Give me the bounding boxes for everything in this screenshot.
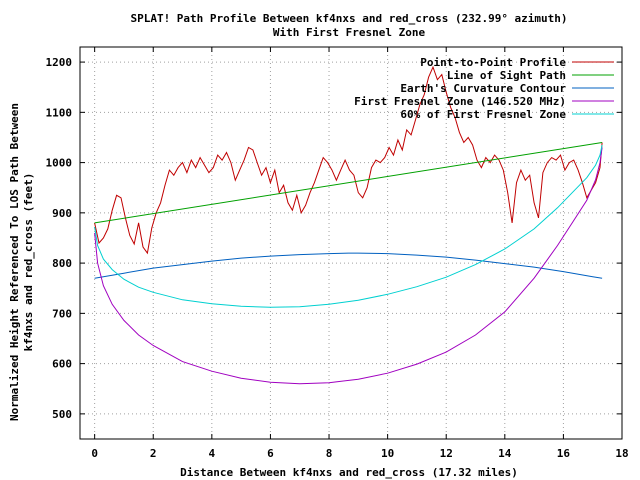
x-tick-label: 14 — [498, 447, 512, 460]
x-tick-label: 10 — [381, 447, 394, 460]
y-tick-label: 1200 — [46, 56, 73, 69]
legend-label: Line of Sight Path — [447, 69, 566, 82]
x-tick-label: 16 — [557, 447, 571, 460]
x-tick-label: 2 — [150, 447, 157, 460]
x-tick-label: 4 — [209, 447, 216, 460]
y-tick-label: 500 — [52, 408, 72, 421]
chart-title-line-2: With First Fresnel Zone — [273, 26, 426, 39]
series-line-60-of-first-fresnel-zone — [94, 144, 603, 308]
series-line-first-fresnel-zone-146-520-mhz — [94, 147, 603, 385]
x-tick-label: 12 — [440, 447, 453, 460]
plot-frame — [79, 46, 623, 440]
legend-label: Point-to-Point Profile — [420, 56, 566, 69]
y-tick-label: 1100 — [46, 106, 73, 119]
y-axis-label-line-1: Normalized Height Referenced To LOS Path… — [8, 103, 21, 421]
series — [94, 65, 603, 385]
chart-title-line-1: SPLAT! Path Profile Between kf4nxs and r… — [130, 12, 567, 25]
legend-label: Earth's Curvature Contour — [400, 82, 566, 95]
legend-label: First Fresnel Zone (146.520 MHz) — [354, 95, 566, 108]
x-tick-label: 0 — [91, 447, 98, 460]
grid — [80, 47, 622, 439]
x-tick-label: 8 — [326, 447, 333, 460]
ticks: 0 2 4 6 8 10 12 14 16 18 500 600 700 800 900 1000 1100 12… — [46, 47, 629, 460]
series-line-line-of-sight-path — [94, 142, 603, 224]
x-tick-label: 18 — [615, 447, 628, 460]
y-tick-label: 900 — [52, 207, 72, 220]
y-axis-label-line-2: kf4nxs and red_cross (feet) — [22, 173, 35, 352]
x-tick-label: 6 — [267, 447, 274, 460]
y-tick-label: 700 — [52, 307, 72, 320]
legend-label: 60% of First Fresnel Zone — [400, 108, 566, 121]
series-line-earth-s-curvature-contour — [94, 252, 603, 279]
y-tick-label: 800 — [52, 257, 72, 270]
series-line-point-to-point-profile — [94, 65, 603, 255]
y-tick-label: 600 — [52, 358, 72, 371]
y-tick-label: 1000 — [46, 157, 73, 170]
x-axis-label: Distance Between kf4nxs and red_cross (1… — [180, 466, 518, 479]
